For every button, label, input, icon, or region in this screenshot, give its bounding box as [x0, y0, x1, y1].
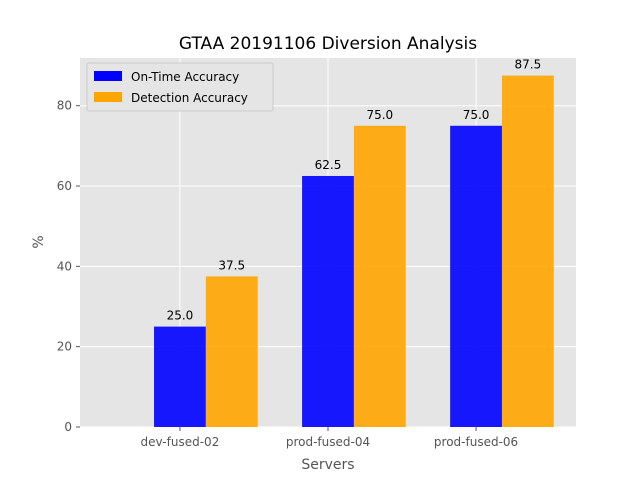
- x-axis-ticks: dev-fused-02 prod-fused-04 prod-fused-06: [141, 427, 518, 449]
- bar-value-label: 75.0: [463, 108, 490, 122]
- legend: On-Time Accuracy Detection Accuracy: [86, 62, 274, 112]
- legend-swatch-detection: [94, 92, 122, 102]
- bar-on-time: [450, 125, 502, 427]
- x-axis-label: Servers: [301, 457, 354, 473]
- y-axis-ticks: 0 20 40 60 80: [57, 99, 80, 434]
- bar-value-label: 75.0: [366, 108, 393, 122]
- x-tick-label: prod-fused-06: [434, 435, 518, 449]
- bar-value-label: 37.5: [218, 258, 245, 272]
- y-tick-label: 20: [57, 340, 72, 354]
- bar-value-label: 62.5: [315, 158, 342, 172]
- bar-value-labels: 25.0 62.5 75.0 37.5 75.0 87.5: [167, 58, 542, 323]
- chart-title: GTAA 20191106 Diversion Analysis: [179, 34, 477, 54]
- y-tick-label: 60: [57, 179, 72, 193]
- legend-box: [86, 62, 274, 112]
- bar-on-time: [302, 175, 354, 427]
- legend-label-on-time: On-Time Accuracy: [131, 70, 239, 84]
- bar-detection: [205, 276, 258, 427]
- legend-swatch-on-time: [94, 71, 122, 81]
- y-tick-label: 80: [57, 99, 72, 113]
- bar-value-label: 87.5: [515, 58, 542, 72]
- y-tick-label: 40: [57, 259, 72, 273]
- y-axis-label: %: [31, 235, 47, 248]
- legend-label-detection: Detection Accuracy: [131, 91, 248, 105]
- bar-on-time: [154, 326, 206, 427]
- x-tick-label: prod-fused-04: [286, 435, 370, 449]
- bar-value-label: 25.0: [167, 309, 194, 323]
- y-tick-label: 0: [64, 420, 72, 434]
- bar-detection: [501, 75, 554, 428]
- x-tick-label: dev-fused-02: [141, 435, 220, 449]
- bar-detection: [353, 125, 406, 427]
- bars: [154, 75, 554, 428]
